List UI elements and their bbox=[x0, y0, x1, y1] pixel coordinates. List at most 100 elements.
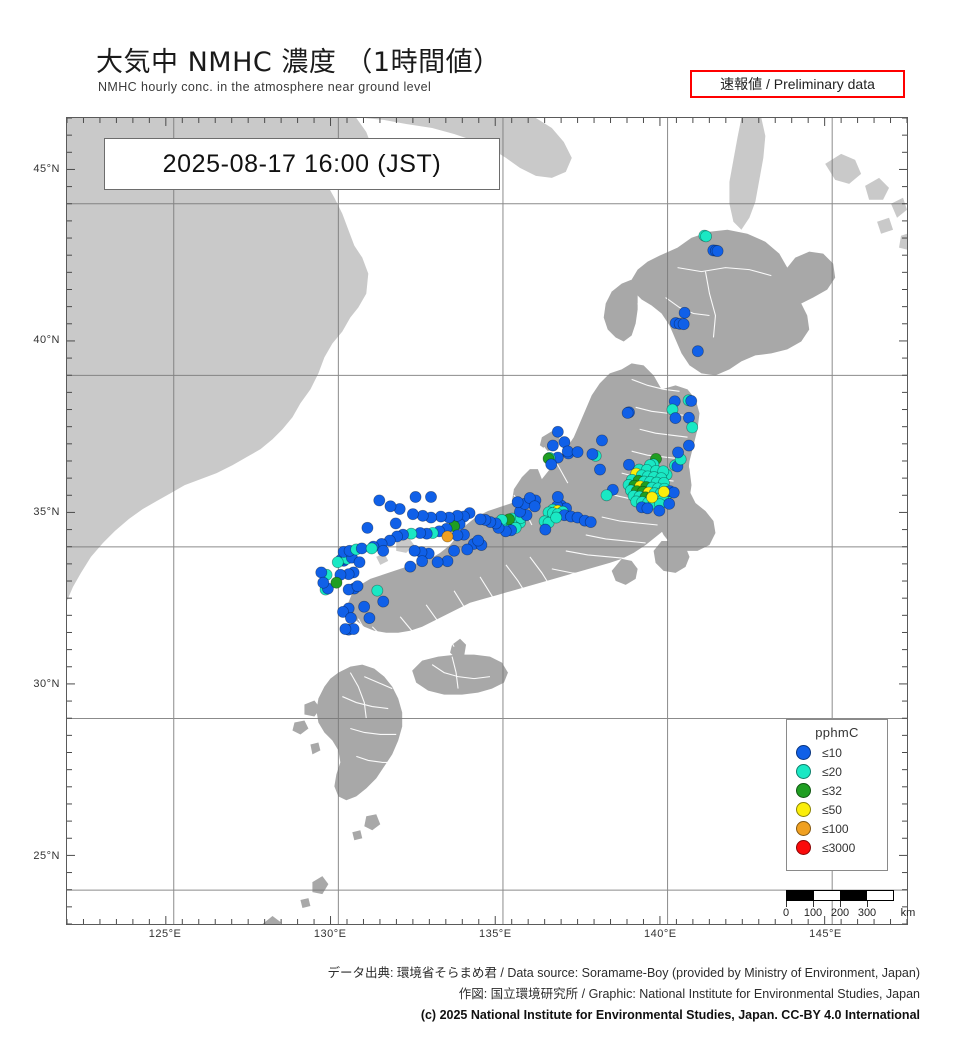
observation-point[interactable] bbox=[621, 407, 634, 419]
observation-point[interactable] bbox=[686, 421, 699, 434]
observation-point[interactable] bbox=[546, 439, 559, 452]
observation-point[interactable] bbox=[551, 425, 564, 438]
observation-point[interactable] bbox=[528, 500, 541, 513]
observation-point[interactable] bbox=[451, 529, 464, 542]
observation-point[interactable] bbox=[511, 496, 524, 509]
observation-point[interactable] bbox=[550, 511, 563, 524]
scale-seg-2 bbox=[813, 891, 840, 900]
scale-bar-graphic bbox=[786, 890, 894, 901]
observation-point[interactable] bbox=[431, 556, 444, 569]
observation-point[interactable] bbox=[416, 555, 429, 568]
observation-point[interactable] bbox=[377, 544, 390, 557]
legend-item-label: ≤3000 bbox=[822, 840, 856, 855]
legend-item-label: ≤50 bbox=[822, 802, 842, 817]
x-axis-tick-0: 125°E bbox=[148, 928, 182, 940]
observation-point[interactable] bbox=[361, 521, 374, 534]
observation-point[interactable] bbox=[561, 445, 574, 458]
observation-point[interactable] bbox=[409, 491, 422, 503]
observation-point[interactable] bbox=[371, 584, 384, 597]
observation-markers[interactable] bbox=[315, 229, 724, 636]
legend-swatch-icon bbox=[796, 764, 811, 779]
observation-point[interactable] bbox=[685, 395, 698, 407]
observation-point[interactable] bbox=[337, 605, 349, 618]
legend-item-0[interactable]: ≤10 bbox=[787, 743, 887, 762]
observation-point[interactable] bbox=[363, 612, 376, 624]
legend-item-5[interactable]: ≤3000 bbox=[787, 838, 887, 857]
y-axis-tick-0: 45°N bbox=[33, 162, 60, 175]
scale-tick bbox=[840, 901, 841, 907]
observation-point[interactable] bbox=[317, 576, 330, 589]
observation-point[interactable] bbox=[416, 509, 429, 522]
legend-item-label: ≤100 bbox=[822, 821, 849, 836]
legend-item-3[interactable]: ≤50 bbox=[787, 800, 887, 819]
legend-item-1[interactable]: ≤20 bbox=[787, 762, 887, 781]
legend-title: pphmC bbox=[815, 725, 859, 740]
observation-point[interactable] bbox=[441, 530, 454, 543]
observation-point[interactable] bbox=[682, 439, 695, 452]
observation-point[interactable] bbox=[584, 516, 597, 528]
timestamp-box: 2025-08-17 16:00 (JST) bbox=[104, 138, 500, 190]
observation-point[interactable] bbox=[551, 491, 564, 503]
observation-point[interactable] bbox=[373, 494, 386, 507]
observation-point[interactable] bbox=[691, 345, 704, 358]
observation-point[interactable] bbox=[441, 555, 454, 568]
observation-point[interactable] bbox=[404, 560, 417, 573]
observation-point[interactable] bbox=[330, 576, 343, 589]
legend-item-4[interactable]: ≤100 bbox=[787, 819, 887, 838]
x-axis-tick-1: 130°E bbox=[313, 928, 347, 940]
observation-point[interactable] bbox=[389, 517, 402, 530]
legend-swatch-icon bbox=[796, 745, 811, 760]
observation-point[interactable] bbox=[586, 448, 599, 461]
observation-point[interactable] bbox=[339, 623, 352, 635]
footer-line-2: (c) 2025 National Institute for Environm… bbox=[420, 1008, 920, 1022]
observation-point[interactable] bbox=[596, 434, 608, 447]
observation-point[interactable] bbox=[345, 612, 357, 624]
observation-point[interactable] bbox=[406, 508, 419, 521]
observation-point[interactable] bbox=[384, 500, 397, 513]
observation-point[interactable] bbox=[448, 544, 460, 557]
observation-point[interactable] bbox=[700, 230, 712, 243]
scale-tick bbox=[813, 901, 814, 907]
observation-point[interactable] bbox=[331, 556, 344, 569]
observation-point[interactable] bbox=[653, 504, 666, 517]
observation-point[interactable] bbox=[539, 523, 552, 536]
observation-point[interactable] bbox=[355, 542, 368, 555]
footer-line-0: データ出典: 環境省そらまめ君 / Data source: Soramame-… bbox=[327, 966, 920, 980]
observation-point[interactable] bbox=[623, 458, 635, 471]
scale-bar-ticks bbox=[786, 901, 894, 907]
scale-label: 200 bbox=[830, 907, 850, 919]
observation-point[interactable] bbox=[315, 566, 328, 579]
observation-point[interactable] bbox=[351, 580, 364, 593]
observation-point[interactable] bbox=[353, 556, 366, 569]
observation-point[interactable] bbox=[358, 600, 371, 613]
map-plot-area[interactable] bbox=[66, 117, 908, 925]
y-axis-tick-3: 30°N bbox=[33, 678, 60, 691]
observation-point[interactable] bbox=[594, 463, 606, 476]
observation-point[interactable] bbox=[461, 543, 474, 556]
observation-point[interactable] bbox=[474, 513, 487, 526]
observation-point[interactable] bbox=[425, 491, 437, 503]
observation-point[interactable] bbox=[663, 497, 676, 510]
observation-point[interactable] bbox=[667, 486, 680, 499]
observation-point[interactable] bbox=[600, 489, 613, 502]
observation-point[interactable] bbox=[523, 492, 536, 504]
observation-point[interactable] bbox=[711, 245, 724, 258]
observation-point[interactable] bbox=[657, 485, 670, 498]
observation-point[interactable] bbox=[641, 502, 654, 515]
observation-point[interactable] bbox=[472, 534, 485, 547]
observation-point[interactable] bbox=[677, 318, 690, 331]
observation-point[interactable] bbox=[408, 544, 421, 557]
observation-point[interactable] bbox=[377, 595, 390, 608]
legend-item-2[interactable]: ≤32 bbox=[787, 781, 887, 800]
observation-point[interactable] bbox=[672, 446, 684, 459]
observation-point[interactable] bbox=[571, 446, 584, 458]
observation-point[interactable] bbox=[434, 510, 447, 523]
observation-point[interactable] bbox=[365, 542, 378, 555]
observation-point[interactable] bbox=[646, 491, 658, 504]
observation-point[interactable] bbox=[545, 458, 558, 471]
scale-unit-label: km bbox=[900, 907, 916, 919]
observation-point[interactable] bbox=[669, 412, 682, 425]
legend-swatch-icon bbox=[796, 840, 811, 855]
observation-point[interactable] bbox=[678, 306, 691, 319]
